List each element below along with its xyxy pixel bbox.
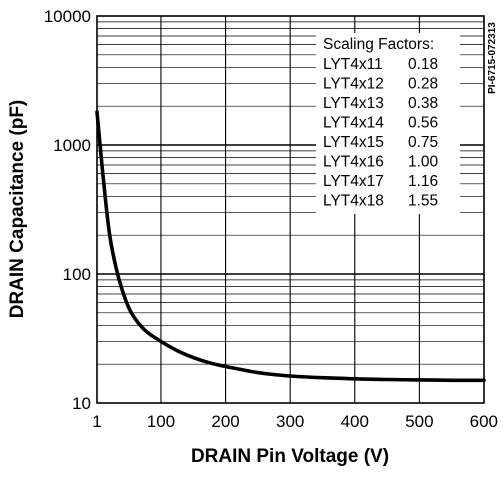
series-layer (95, 110, 486, 383)
x-tick-label: 200 (211, 412, 239, 431)
legend-entry-name: LYT4x16 (323, 154, 384, 171)
legend-entry-value: 0.75 (408, 134, 438, 151)
x-axis-label: DRAIN Pin Voltage (V) (191, 446, 389, 467)
x-tick-labels: 1 100 200 300 400 500 600 (92, 412, 498, 431)
legend-entry-name: LYT4x13 (323, 95, 384, 112)
plot-frame (96, 15, 485, 404)
legend-entry-name: LYT4x14 (323, 115, 384, 132)
legend-entry-name: LYT4x12 (323, 76, 384, 93)
legend-entry-name: LYT4x15 (323, 134, 384, 151)
y-tick-label: 100 (63, 265, 91, 284)
y-tick-label: 10 (72, 394, 91, 413)
legend-entry-value: 1.00 (408, 154, 439, 171)
y-tick-label: 1000 (53, 136, 91, 155)
legend-entry-value: 1.16 (408, 173, 438, 190)
x-tick-label: 300 (276, 412, 304, 431)
x-tick-label: 1 (92, 412, 101, 431)
legend-entry-value: 1.55 (408, 193, 438, 210)
legend-entry-value: 0.28 (408, 76, 438, 93)
legend: Scaling Factors: LYT4x11 0.18 LYT4x12 0.28 L… (323, 36, 439, 210)
x-tick-label: 100 (147, 412, 175, 431)
y-axis-label: DRAIN Capacitance (pF) (7, 100, 28, 319)
legend-entry-name: LYT4x17 (323, 173, 384, 190)
legend-entry-name: LYT4x18 (323, 193, 384, 210)
legend-entry-value: 0.56 (408, 115, 438, 132)
legend-box (316, 33, 460, 214)
legend-entry-value: 0.38 (408, 95, 438, 112)
x-tick-label: 600 (470, 412, 498, 431)
y-tick-labels: 10 100 1000 10000 (44, 7, 91, 413)
capacitance-curve (95, 110, 486, 383)
legend-entry-name: LYT4x11 (323, 56, 383, 73)
y-tick-label: 10000 (44, 7, 91, 26)
legend-title: Scaling Factors: (323, 36, 434, 53)
legend-entry-value: 0.18 (408, 56, 438, 73)
x-tick-label: 400 (341, 412, 369, 431)
x-tick-label: 500 (405, 412, 433, 431)
figure-id: PI-6715-072313 (487, 22, 498, 94)
